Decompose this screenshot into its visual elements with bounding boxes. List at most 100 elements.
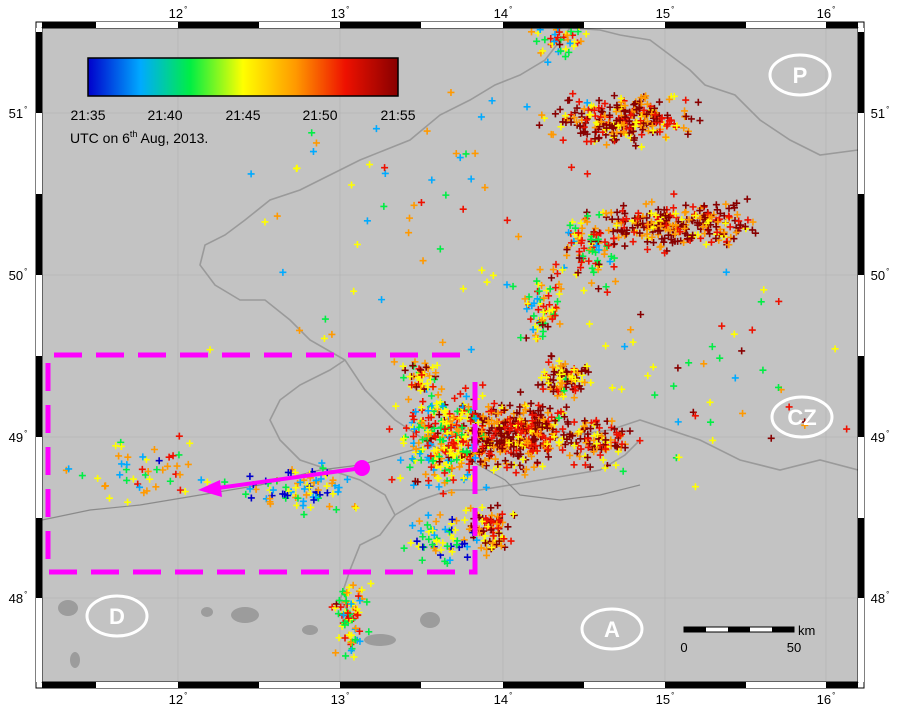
strike-mark bbox=[584, 430, 592, 438]
strike-mark bbox=[505, 439, 513, 447]
strike-mark bbox=[577, 219, 585, 227]
strike-mark bbox=[169, 452, 177, 460]
strike-mark bbox=[617, 94, 625, 102]
strike-mark bbox=[498, 445, 506, 453]
strike-mark bbox=[540, 294, 548, 302]
strike-mark bbox=[682, 112, 690, 120]
strike-mark bbox=[674, 418, 682, 426]
strike-mark bbox=[464, 441, 472, 449]
strike-mark bbox=[621, 102, 629, 110]
strike-mark bbox=[574, 229, 582, 237]
strike-mark bbox=[461, 540, 469, 548]
strike-mark bbox=[524, 440, 532, 448]
strike-mark bbox=[616, 432, 624, 440]
strike-mark bbox=[412, 445, 420, 453]
strike-mark bbox=[544, 58, 552, 66]
strike-mark bbox=[570, 442, 578, 450]
strike-mark bbox=[414, 478, 422, 486]
strike-mark bbox=[580, 123, 588, 131]
strike-mark bbox=[606, 258, 614, 266]
river-danube bbox=[42, 444, 641, 521]
strike-mark bbox=[697, 234, 705, 242]
strike-mark bbox=[629, 338, 637, 346]
strike-mark bbox=[410, 481, 418, 489]
strike-mark bbox=[566, 39, 574, 47]
strike-mark bbox=[186, 439, 194, 447]
svg-text:14°: 14° bbox=[494, 5, 513, 21]
strike-mark bbox=[423, 521, 431, 529]
strike-mark bbox=[539, 385, 547, 393]
strike-mark bbox=[583, 138, 591, 146]
strike-mark bbox=[482, 462, 490, 470]
strike-mark bbox=[676, 228, 684, 236]
strike-mark bbox=[562, 119, 570, 127]
strike-mark bbox=[583, 115, 591, 123]
strike-mark bbox=[429, 527, 437, 535]
strike-mark bbox=[138, 465, 146, 473]
strike-mark bbox=[610, 235, 618, 243]
strike-mark bbox=[498, 432, 506, 440]
strike-mark bbox=[580, 105, 588, 113]
strike-mark bbox=[631, 100, 639, 108]
strike-mark bbox=[457, 414, 465, 422]
strike-mark bbox=[350, 653, 358, 661]
strike-mark bbox=[738, 347, 746, 355]
strike-mark bbox=[422, 363, 430, 371]
strike-mark bbox=[545, 301, 553, 309]
strike-mark bbox=[714, 218, 722, 226]
strike-mark bbox=[575, 254, 583, 262]
strike-mark bbox=[436, 458, 444, 466]
strike-mark bbox=[173, 462, 181, 470]
strike-mark bbox=[443, 420, 451, 428]
strike-mark bbox=[422, 470, 430, 478]
strike-mark bbox=[332, 506, 340, 514]
strike-mark bbox=[621, 209, 629, 217]
strike-mark bbox=[831, 345, 839, 353]
strike-mark bbox=[405, 229, 413, 237]
strike-mark bbox=[563, 435, 571, 443]
strike-mark bbox=[498, 510, 506, 518]
strike-mark bbox=[594, 257, 602, 265]
strike-mark bbox=[631, 134, 638, 142]
strike-mark bbox=[471, 454, 479, 462]
strike-mark bbox=[744, 216, 752, 224]
strike-mark bbox=[436, 245, 444, 253]
strike-mark bbox=[730, 235, 738, 243]
strike-mark bbox=[551, 110, 559, 118]
strike-mark bbox=[483, 551, 491, 559]
strike-mark bbox=[539, 403, 547, 411]
strike-mark bbox=[483, 278, 491, 286]
strike-mark bbox=[419, 370, 427, 378]
strike-mark bbox=[459, 438, 467, 446]
strike-mark bbox=[146, 475, 154, 483]
strike-mark bbox=[643, 214, 651, 222]
strike-mark bbox=[601, 238, 609, 246]
strike-mark bbox=[533, 447, 541, 455]
svg-text:48°: 48° bbox=[9, 590, 28, 606]
strike-mark bbox=[716, 354, 724, 362]
strike-mark bbox=[522, 465, 530, 473]
strike-mark bbox=[507, 537, 515, 545]
strike-mark bbox=[456, 154, 464, 162]
strike-mark bbox=[419, 533, 427, 541]
strike-mark bbox=[613, 222, 621, 230]
strike-mark bbox=[142, 456, 150, 464]
strike-mark bbox=[365, 628, 373, 636]
strike-mark bbox=[643, 245, 651, 253]
strike-mark bbox=[345, 631, 353, 639]
strike-mark bbox=[514, 233, 522, 241]
strike-mark bbox=[325, 503, 333, 511]
strike-mark bbox=[489, 271, 497, 279]
strike-mark bbox=[543, 424, 551, 432]
strike-mark bbox=[447, 446, 455, 454]
strike-mark bbox=[528, 452, 536, 460]
strike-mark bbox=[749, 218, 757, 226]
strike-mark bbox=[605, 226, 613, 234]
strike-mark bbox=[539, 47, 547, 55]
strike-mark bbox=[708, 343, 716, 351]
strike-mark bbox=[662, 133, 670, 141]
strike-mark bbox=[344, 609, 352, 617]
strike-mark bbox=[482, 514, 490, 522]
strike-mark bbox=[453, 456, 461, 464]
strike-mark bbox=[519, 455, 527, 463]
